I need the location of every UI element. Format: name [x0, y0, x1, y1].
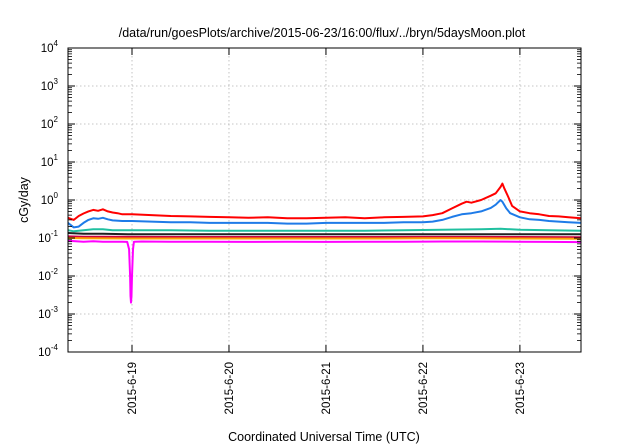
- y-tick-base: 10: [38, 233, 51, 245]
- x-tick-label: 2015-6-23: [515, 362, 527, 414]
- y-tick-label: 10-2: [38, 267, 58, 283]
- y-tick-label: 10-1: [38, 229, 58, 245]
- y-axis-label: cGy/day: [17, 176, 31, 223]
- series-layer: [67, 182, 582, 304]
- series-line: [67, 235, 582, 239]
- y-tick-label: 100: [41, 191, 59, 207]
- y-tick-base: 10: [38, 347, 51, 359]
- y-tick-base: 10: [41, 119, 54, 131]
- y-tick-label: 101: [41, 153, 59, 169]
- y-tick-exponent: 0: [54, 191, 59, 200]
- y-tick-exponent: -3: [51, 305, 59, 314]
- series-line: [67, 182, 582, 221]
- grid: [68, 48, 581, 352]
- y-tick-exponent: 4: [54, 39, 59, 48]
- y-tick-exponent: 3: [54, 77, 59, 86]
- y-tick-base: 10: [38, 271, 51, 283]
- y-tick-label: 10-3: [38, 305, 58, 321]
- y-tick-exponent: 2: [54, 115, 59, 124]
- y-tick-exponent: -2: [51, 267, 59, 276]
- x-tick-label: 2015-6-20: [224, 362, 236, 414]
- y-tick-base: 10: [41, 195, 54, 207]
- y-tick-label: 104: [41, 39, 59, 55]
- series-line: [67, 232, 581, 236]
- x-tick-labels: 2015-6-19 2015-6-20 2015-6-21 2015-6-22 2015…: [127, 362, 527, 414]
- ticks: [68, 47, 581, 353]
- y-tick-exponent: 1: [54, 153, 59, 162]
- series-line: [67, 227, 582, 233]
- y-tick-label: 103: [41, 77, 59, 93]
- series-line: [67, 199, 582, 229]
- chart-title: /data/run/goesPlots/archive/2015-06-23/1…: [119, 26, 526, 40]
- x-axis-label: Coordinated Universal Time (UTC): [228, 430, 420, 444]
- y-tick-exponent: -1: [51, 229, 59, 238]
- y-tick-base: 10: [38, 309, 51, 321]
- series-line: [67, 237, 582, 240]
- y-tick-label: 10-4: [38, 343, 58, 359]
- x-tick-label: 2015-6-21: [321, 362, 333, 414]
- series-line: [67, 239, 582, 304]
- x-tick-label: 2015-6-19: [127, 362, 139, 414]
- x-tick-label: 2015-6-22: [418, 362, 430, 414]
- y-tick-base: 10: [41, 81, 54, 93]
- y-tick-base: 10: [41, 43, 54, 55]
- y-tick-exponent: -4: [51, 343, 59, 352]
- y-tick-base: 10: [41, 157, 54, 169]
- y-tick-label: 102: [41, 115, 59, 131]
